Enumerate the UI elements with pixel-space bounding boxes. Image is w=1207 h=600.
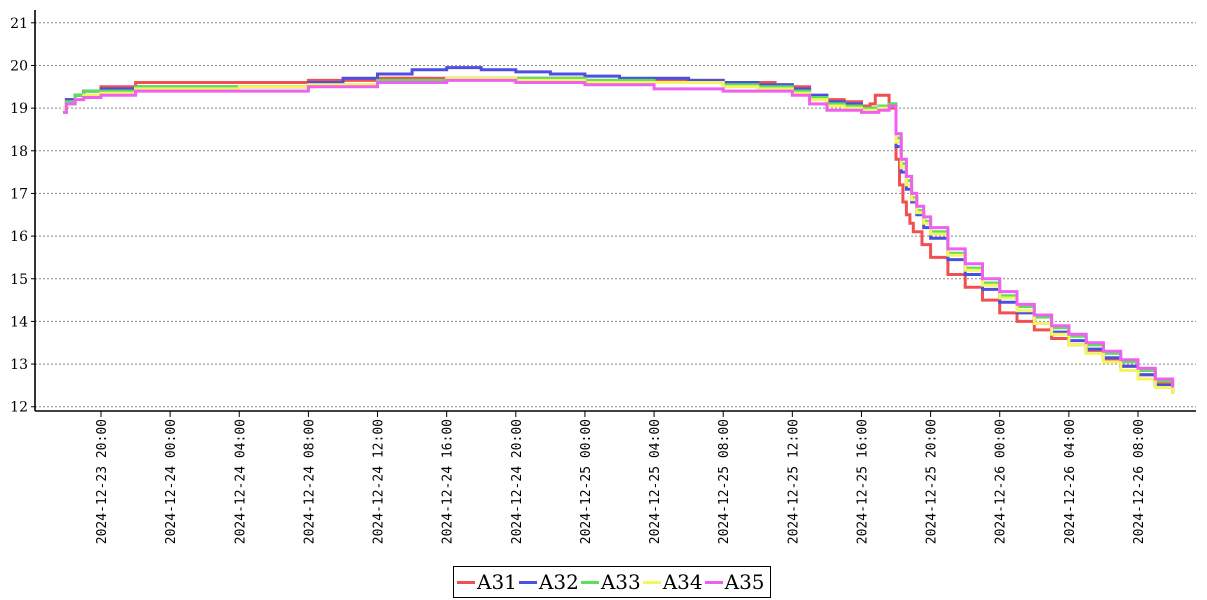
legend-swatch (642, 580, 661, 584)
x-tick-label: 2024-12-25 12:00 (786, 419, 801, 544)
y-tick-label: 20 (10, 58, 28, 74)
x-tick-label: 2024-12-26 08:00 (1132, 419, 1147, 544)
y-tick-label: 12 (10, 400, 28, 416)
x-tick-label: 2024-12-24 08:00 (302, 419, 317, 544)
series-line-a33 (63, 76, 1175, 390)
grid-lines (35, 22, 1196, 408)
legend-item-a31: A31 (457, 570, 517, 594)
series-line-a35 (63, 78, 1175, 388)
y-tick-labels: 12 13 14 15 16 17 18 19 20 21 (10, 16, 35, 416)
y-tick-label: 21 (10, 16, 28, 32)
y-tick-label: 17 (10, 186, 28, 202)
chart-legend: A31 A32 A33 A34 A35 (453, 566, 771, 598)
y-tick-label: 13 (10, 357, 28, 373)
x-tick-label: 2024-12-26 04:00 (1063, 419, 1078, 544)
series-line-a32 (63, 66, 1175, 394)
x-tick-labels: 2024-12-23 20:00 2024-12-24 00:00 2024-12-… (95, 411, 1147, 544)
x-tick-label: 2024-12-24 12:00 (372, 419, 387, 544)
y-tick-label: 14 (10, 314, 28, 330)
x-tick-label: 2024-12-24 20:00 (510, 419, 525, 544)
legend-item-a32: A32 (518, 570, 579, 594)
x-tick-label: 2024-12-26 00:00 (994, 419, 1009, 544)
legend-item-a34: A34 (642, 570, 703, 594)
legend-label: A33 (600, 570, 641, 594)
series-line-a31 (63, 76, 1175, 392)
legend-swatch (580, 580, 599, 584)
legend-swatch (704, 580, 723, 584)
legend-swatch (518, 580, 537, 584)
x-tick-label: 2024-12-25 20:00 (925, 419, 940, 544)
legend-label: A31 (477, 570, 517, 594)
x-tick-label: 2024-12-25 00:00 (579, 419, 594, 544)
y-tick-label: 15 (10, 272, 28, 288)
y-tick-label: 16 (10, 229, 28, 245)
x-tick-label: 2024-12-25 04:00 (648, 419, 663, 544)
axes (34, 10, 1196, 412)
x-tick-label: 2024-12-24 04:00 (233, 419, 248, 544)
x-tick-label: 2024-12-24 16:00 (441, 419, 456, 544)
y-tick-label: 18 (10, 144, 28, 160)
series-lines (63, 66, 1175, 394)
legend-label: A35 (724, 570, 765, 594)
x-tick-label: 2024-12-25 08:00 (717, 419, 732, 544)
x-tick-label: 2024-12-25 16:00 (855, 419, 870, 544)
legend-label: A32 (538, 570, 579, 594)
legend-item-a35: A35 (704, 570, 765, 594)
x-tick-label: 2024-12-24 00:00 (164, 419, 179, 544)
y-tick-label: 19 (10, 101, 28, 117)
series-line-a34 (63, 76, 1175, 394)
legend-swatch (457, 580, 475, 584)
x-tick-label: 2024-12-23 20:00 (95, 419, 110, 544)
legend-item-a33: A33 (580, 570, 641, 594)
legend-label: A34 (662, 570, 703, 594)
